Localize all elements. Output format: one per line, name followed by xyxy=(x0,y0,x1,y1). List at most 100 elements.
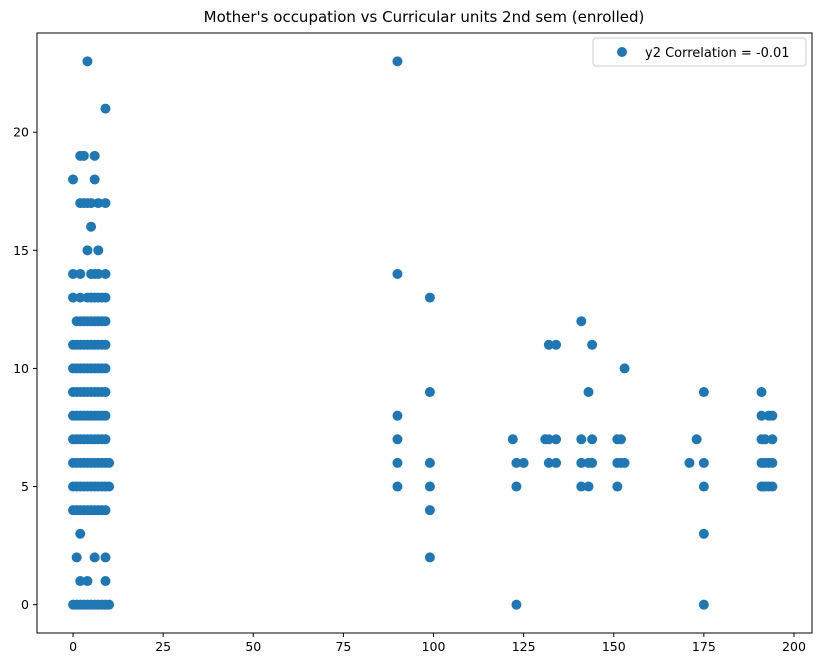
data-point xyxy=(767,434,778,445)
data-point xyxy=(583,387,594,398)
data-point xyxy=(68,174,79,185)
chart-title: Mother's occupation vs Curricular units … xyxy=(204,8,645,26)
data-point xyxy=(100,505,111,516)
data-point xyxy=(543,339,554,350)
data-point xyxy=(507,434,518,445)
data-point xyxy=(767,457,778,468)
data-point xyxy=(619,363,630,374)
data-point xyxy=(82,245,93,256)
y-axis: 0 5 10 15 20 xyxy=(13,125,37,612)
data-point xyxy=(100,363,111,374)
data-point xyxy=(100,339,111,350)
data-point xyxy=(424,552,435,563)
data-point xyxy=(424,292,435,303)
data-point xyxy=(698,457,709,468)
data-point xyxy=(100,316,111,327)
data-point xyxy=(68,292,79,303)
y-tick-label: 10 xyxy=(13,361,29,376)
data-point xyxy=(104,457,115,468)
data-point xyxy=(551,434,562,445)
data-point xyxy=(89,150,100,161)
data-point xyxy=(691,434,702,445)
y-tick-label: 0 xyxy=(21,597,29,612)
y-tick-label: 15 xyxy=(13,243,29,258)
data-point xyxy=(392,56,403,67)
data-point xyxy=(551,457,562,468)
y-tick-label: 20 xyxy=(13,125,29,140)
x-tick-label: 0 xyxy=(69,639,77,654)
data-point xyxy=(576,434,587,445)
data-point xyxy=(100,576,111,587)
data-point xyxy=(615,434,626,445)
x-tick-label: 175 xyxy=(692,639,716,654)
data-point xyxy=(756,387,767,398)
data-point xyxy=(392,434,403,445)
data-point xyxy=(576,481,587,492)
data-point xyxy=(760,434,771,445)
data-point xyxy=(75,576,86,587)
data-point xyxy=(104,481,115,492)
data-point xyxy=(767,481,778,492)
x-tick-label: 25 xyxy=(155,639,171,654)
data-point xyxy=(424,387,435,398)
data-point xyxy=(518,457,529,468)
data-point xyxy=(93,268,104,279)
data-point xyxy=(698,528,709,539)
data-point xyxy=(75,292,86,303)
x-tick-label: 100 xyxy=(422,639,446,654)
data-point xyxy=(392,410,403,421)
data-point xyxy=(75,268,86,279)
data-point xyxy=(100,387,111,398)
x-axis: 0 25 50 75 100 125 150 175 200 xyxy=(69,633,806,654)
data-point xyxy=(104,599,115,610)
data-point xyxy=(424,505,435,516)
data-point xyxy=(619,457,630,468)
data-point xyxy=(100,410,111,421)
data-point xyxy=(424,481,435,492)
data-point xyxy=(89,552,100,563)
data-point xyxy=(392,481,403,492)
data-point xyxy=(392,268,403,279)
x-tick-label: 150 xyxy=(602,639,626,654)
data-point xyxy=(424,457,435,468)
data-point xyxy=(93,245,104,256)
x-tick-label: 50 xyxy=(245,639,261,654)
data-point xyxy=(75,528,86,539)
data-point xyxy=(511,599,522,610)
data-point xyxy=(100,268,111,279)
data-point xyxy=(100,198,111,209)
data-point xyxy=(392,457,403,468)
data-point xyxy=(583,481,594,492)
legend-marker xyxy=(617,47,627,57)
x-tick-label: 75 xyxy=(335,639,351,654)
legend-box xyxy=(592,37,807,67)
y-tick-label: 5 xyxy=(21,479,29,494)
data-point xyxy=(86,198,97,209)
data-point xyxy=(93,198,104,209)
data-point xyxy=(612,481,623,492)
data-point xyxy=(68,268,79,279)
data-point xyxy=(543,457,554,468)
data-points xyxy=(68,56,778,610)
data-point xyxy=(82,56,93,67)
data-point xyxy=(511,457,522,468)
data-point xyxy=(82,576,93,587)
data-point xyxy=(756,410,767,421)
x-tick-label: 125 xyxy=(512,639,536,654)
data-point xyxy=(78,150,89,161)
data-point xyxy=(100,434,111,445)
data-point xyxy=(684,457,695,468)
data-point xyxy=(86,221,97,232)
plot-area-frame xyxy=(36,32,813,634)
legend: y2 Correlation = -0.01 xyxy=(592,37,807,67)
data-point xyxy=(100,292,111,303)
data-point xyxy=(698,387,709,398)
data-point xyxy=(576,316,587,327)
data-point xyxy=(698,599,709,610)
data-point xyxy=(576,457,587,468)
data-point xyxy=(698,481,709,492)
data-point xyxy=(767,410,778,421)
x-tick-label: 200 xyxy=(782,639,806,654)
